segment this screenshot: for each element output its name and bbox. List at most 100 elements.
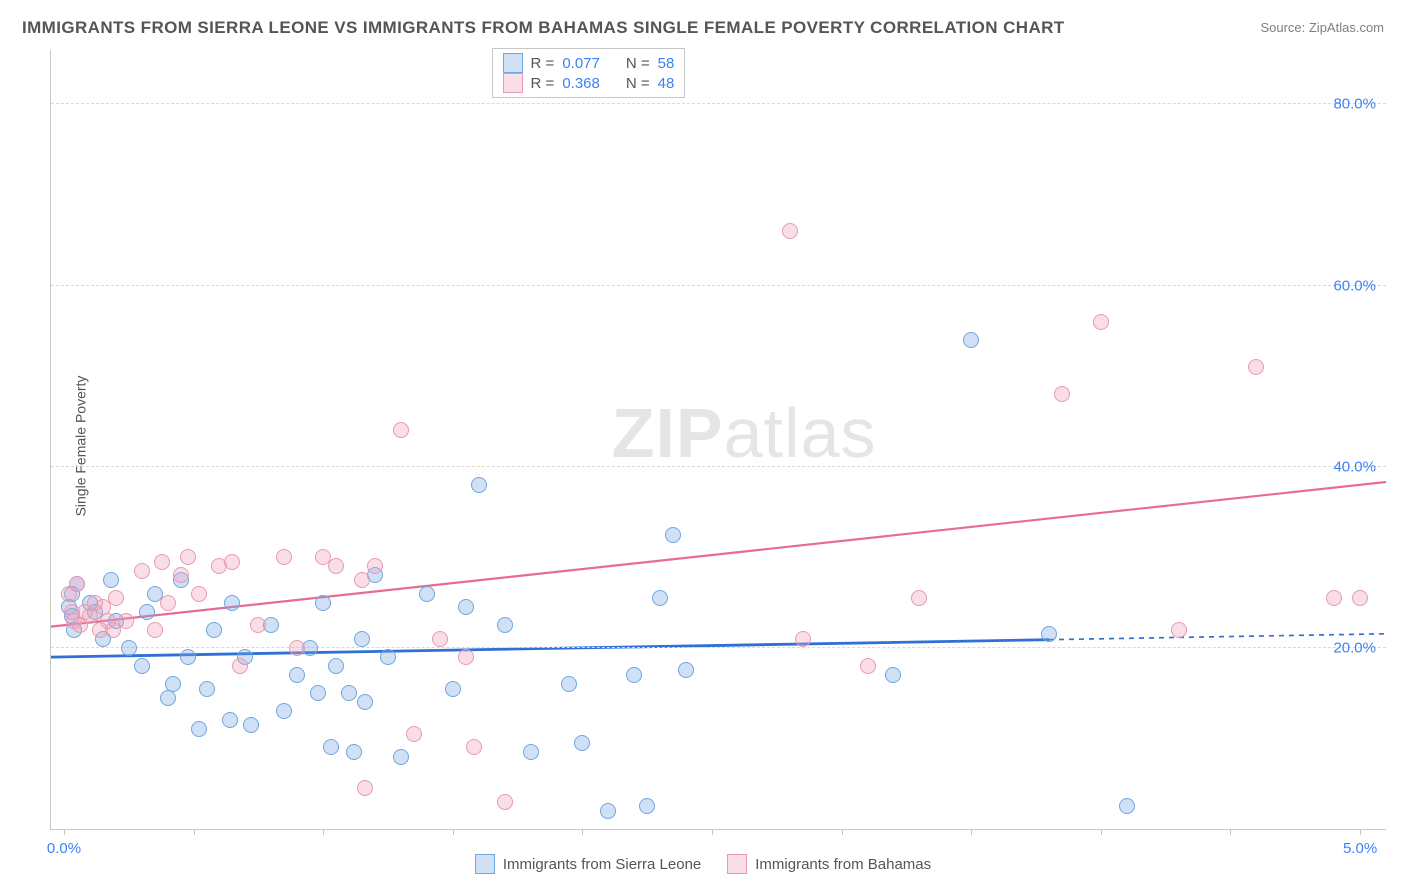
scatter-point [69, 576, 85, 592]
scatter-point [626, 667, 642, 683]
scatter-point [497, 794, 513, 810]
scatter-point [108, 590, 124, 606]
scatter-point [289, 667, 305, 683]
legend-swatch [475, 854, 495, 874]
chart-title: IMMIGRANTS FROM SIERRA LEONE VS IMMIGRAN… [22, 18, 1065, 38]
scatter-point [458, 649, 474, 665]
scatter-point [250, 617, 266, 633]
scatter-point [1054, 386, 1070, 402]
scatter-point [139, 604, 155, 620]
scatter-point [1352, 590, 1368, 606]
scatter-point [1119, 798, 1135, 814]
scatter-point [232, 658, 248, 674]
gridline [51, 103, 1386, 104]
source-citation: Source: ZipAtlas.com [1260, 20, 1384, 35]
legend-n-value: 58 [658, 55, 675, 72]
scatter-point [1041, 626, 1057, 642]
scatter-point [885, 667, 901, 683]
legend-series-label: Immigrants from Bahamas [755, 856, 931, 873]
scatter-point [354, 631, 370, 647]
scatter-point [1248, 359, 1264, 375]
y-tick-label: 80.0% [1333, 96, 1376, 113]
scatter-point [471, 477, 487, 493]
legend-r-label: R = [531, 55, 555, 72]
scatter-point [147, 622, 163, 638]
legend-swatch [503, 73, 523, 93]
scatter-point [323, 739, 339, 755]
scatter-point [419, 586, 435, 602]
scatter-point [782, 223, 798, 239]
scatter-point [445, 681, 461, 697]
scatter-point [665, 527, 681, 543]
scatter-point [328, 658, 344, 674]
scatter-point [357, 780, 373, 796]
legend-item: Immigrants from Sierra Leone [475, 854, 701, 874]
x-tick-mark [194, 829, 195, 835]
scatter-point [380, 649, 396, 665]
x-tick-mark [453, 829, 454, 835]
scatter-point [860, 658, 876, 674]
scatter-point [199, 681, 215, 697]
legend-series-label: Immigrants from Sierra Leone [503, 856, 701, 873]
y-tick-label: 40.0% [1333, 458, 1376, 475]
legend-swatch [727, 854, 747, 874]
y-tick-label: 60.0% [1333, 277, 1376, 294]
scatter-point [315, 595, 331, 611]
scatter-point [911, 590, 927, 606]
x-tick-mark [971, 829, 972, 835]
legend-row: R = 0.368 N = 48 [503, 73, 675, 93]
scatter-point [523, 744, 539, 760]
scatter-point [165, 676, 181, 692]
legend-n-value: 48 [658, 75, 675, 92]
scatter-point [276, 703, 292, 719]
series-legend: Immigrants from Sierra Leone Immigrants f… [0, 854, 1406, 874]
scatter-point [173, 567, 189, 583]
scatter-point [1171, 622, 1187, 638]
scatter-point [134, 563, 150, 579]
scatter-point [497, 617, 513, 633]
x-tick-mark [582, 829, 583, 835]
legend-swatch [503, 53, 523, 73]
scatter-point [180, 649, 196, 665]
scatter-point [289, 640, 305, 656]
legend-n-label: N = [626, 55, 650, 72]
legend-n-label: N = [626, 75, 650, 92]
trend-lines-svg [51, 50, 1386, 829]
scatter-point [1326, 590, 1342, 606]
chart-plot-area: ZIPatlas R =0.077N =58R =0.368N =48 20.0… [50, 50, 1386, 830]
scatter-point [103, 572, 119, 588]
gridline [51, 285, 1386, 286]
scatter-point [341, 685, 357, 701]
correlation-legend: R = 0.077 N = 58 R = 0.368 N = 48 [492, 48, 686, 98]
legend-r-value: 0.077 [562, 55, 600, 72]
scatter-point [154, 554, 170, 570]
scatter-point [224, 595, 240, 611]
x-tick-mark [1360, 829, 1361, 835]
scatter-point [134, 658, 150, 674]
x-tick-mark [712, 829, 713, 835]
scatter-point [191, 721, 207, 737]
trend-line [51, 640, 1049, 657]
scatter-point [357, 694, 373, 710]
scatter-point [224, 554, 240, 570]
scatter-point [600, 803, 616, 819]
scatter-point [191, 586, 207, 602]
scatter-point [678, 662, 694, 678]
legend-r-label: R = [531, 75, 555, 92]
scatter-point [963, 332, 979, 348]
x-tick-mark [842, 829, 843, 835]
scatter-point [393, 749, 409, 765]
scatter-point [432, 631, 448, 647]
legend-r-value: 0.368 [562, 75, 600, 92]
scatter-point [118, 613, 134, 629]
scatter-point [121, 640, 137, 656]
scatter-point [310, 685, 326, 701]
scatter-point [346, 744, 362, 760]
x-tick-mark [323, 829, 324, 835]
scatter-point [160, 595, 176, 611]
scatter-point [206, 622, 222, 638]
scatter-point [639, 798, 655, 814]
y-tick-label: 20.0% [1333, 639, 1376, 656]
scatter-point [354, 572, 370, 588]
x-tick-mark [1230, 829, 1231, 835]
